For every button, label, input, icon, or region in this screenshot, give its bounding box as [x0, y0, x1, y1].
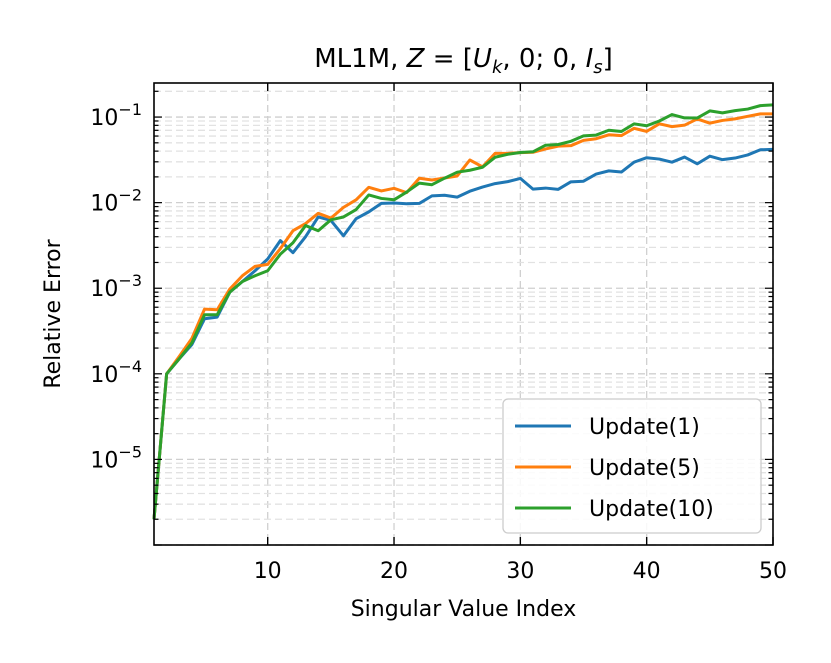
x-tick-label: 20 — [380, 559, 408, 584]
legend-label: Update(1) — [589, 415, 700, 440]
ticks: 10 20 30 40 50 10−5 10−4 10−3 10−2 10−1 — [90, 83, 787, 584]
chart-title: ML1M, Z = [Uk, 0; 0, Is] — [314, 44, 613, 78]
x-tick-label: 30 — [506, 559, 534, 584]
series-line-update-5 — [152, 112, 773, 520]
y-tick-label: 10−5 — [90, 442, 142, 473]
y-tick-label: 10−1 — [90, 100, 142, 131]
y-axis-label: Relative Error — [41, 238, 66, 388]
legend-box — [502, 398, 762, 534]
x-tick-label: 10 — [254, 559, 282, 584]
y-tick-label: 10−2 — [90, 186, 142, 217]
series-group — [152, 103, 774, 520]
y-tick-label: 10−3 — [90, 271, 142, 302]
x-tick-label: 40 — [633, 559, 661, 584]
y-tick-label: 10−4 — [90, 357, 142, 388]
legend: Update(1) Update(5) Update(10) — [502, 398, 762, 534]
grid — [154, 83, 774, 546]
series-line-update-10 — [152, 103, 774, 520]
series-line-update-1 — [152, 147, 774, 520]
legend-label: Update(5) — [589, 456, 700, 481]
x-axis-label: Singular Value Index — [351, 597, 577, 622]
legend-label: Update(10) — [589, 497, 714, 522]
x-tick-label: 50 — [759, 559, 787, 584]
